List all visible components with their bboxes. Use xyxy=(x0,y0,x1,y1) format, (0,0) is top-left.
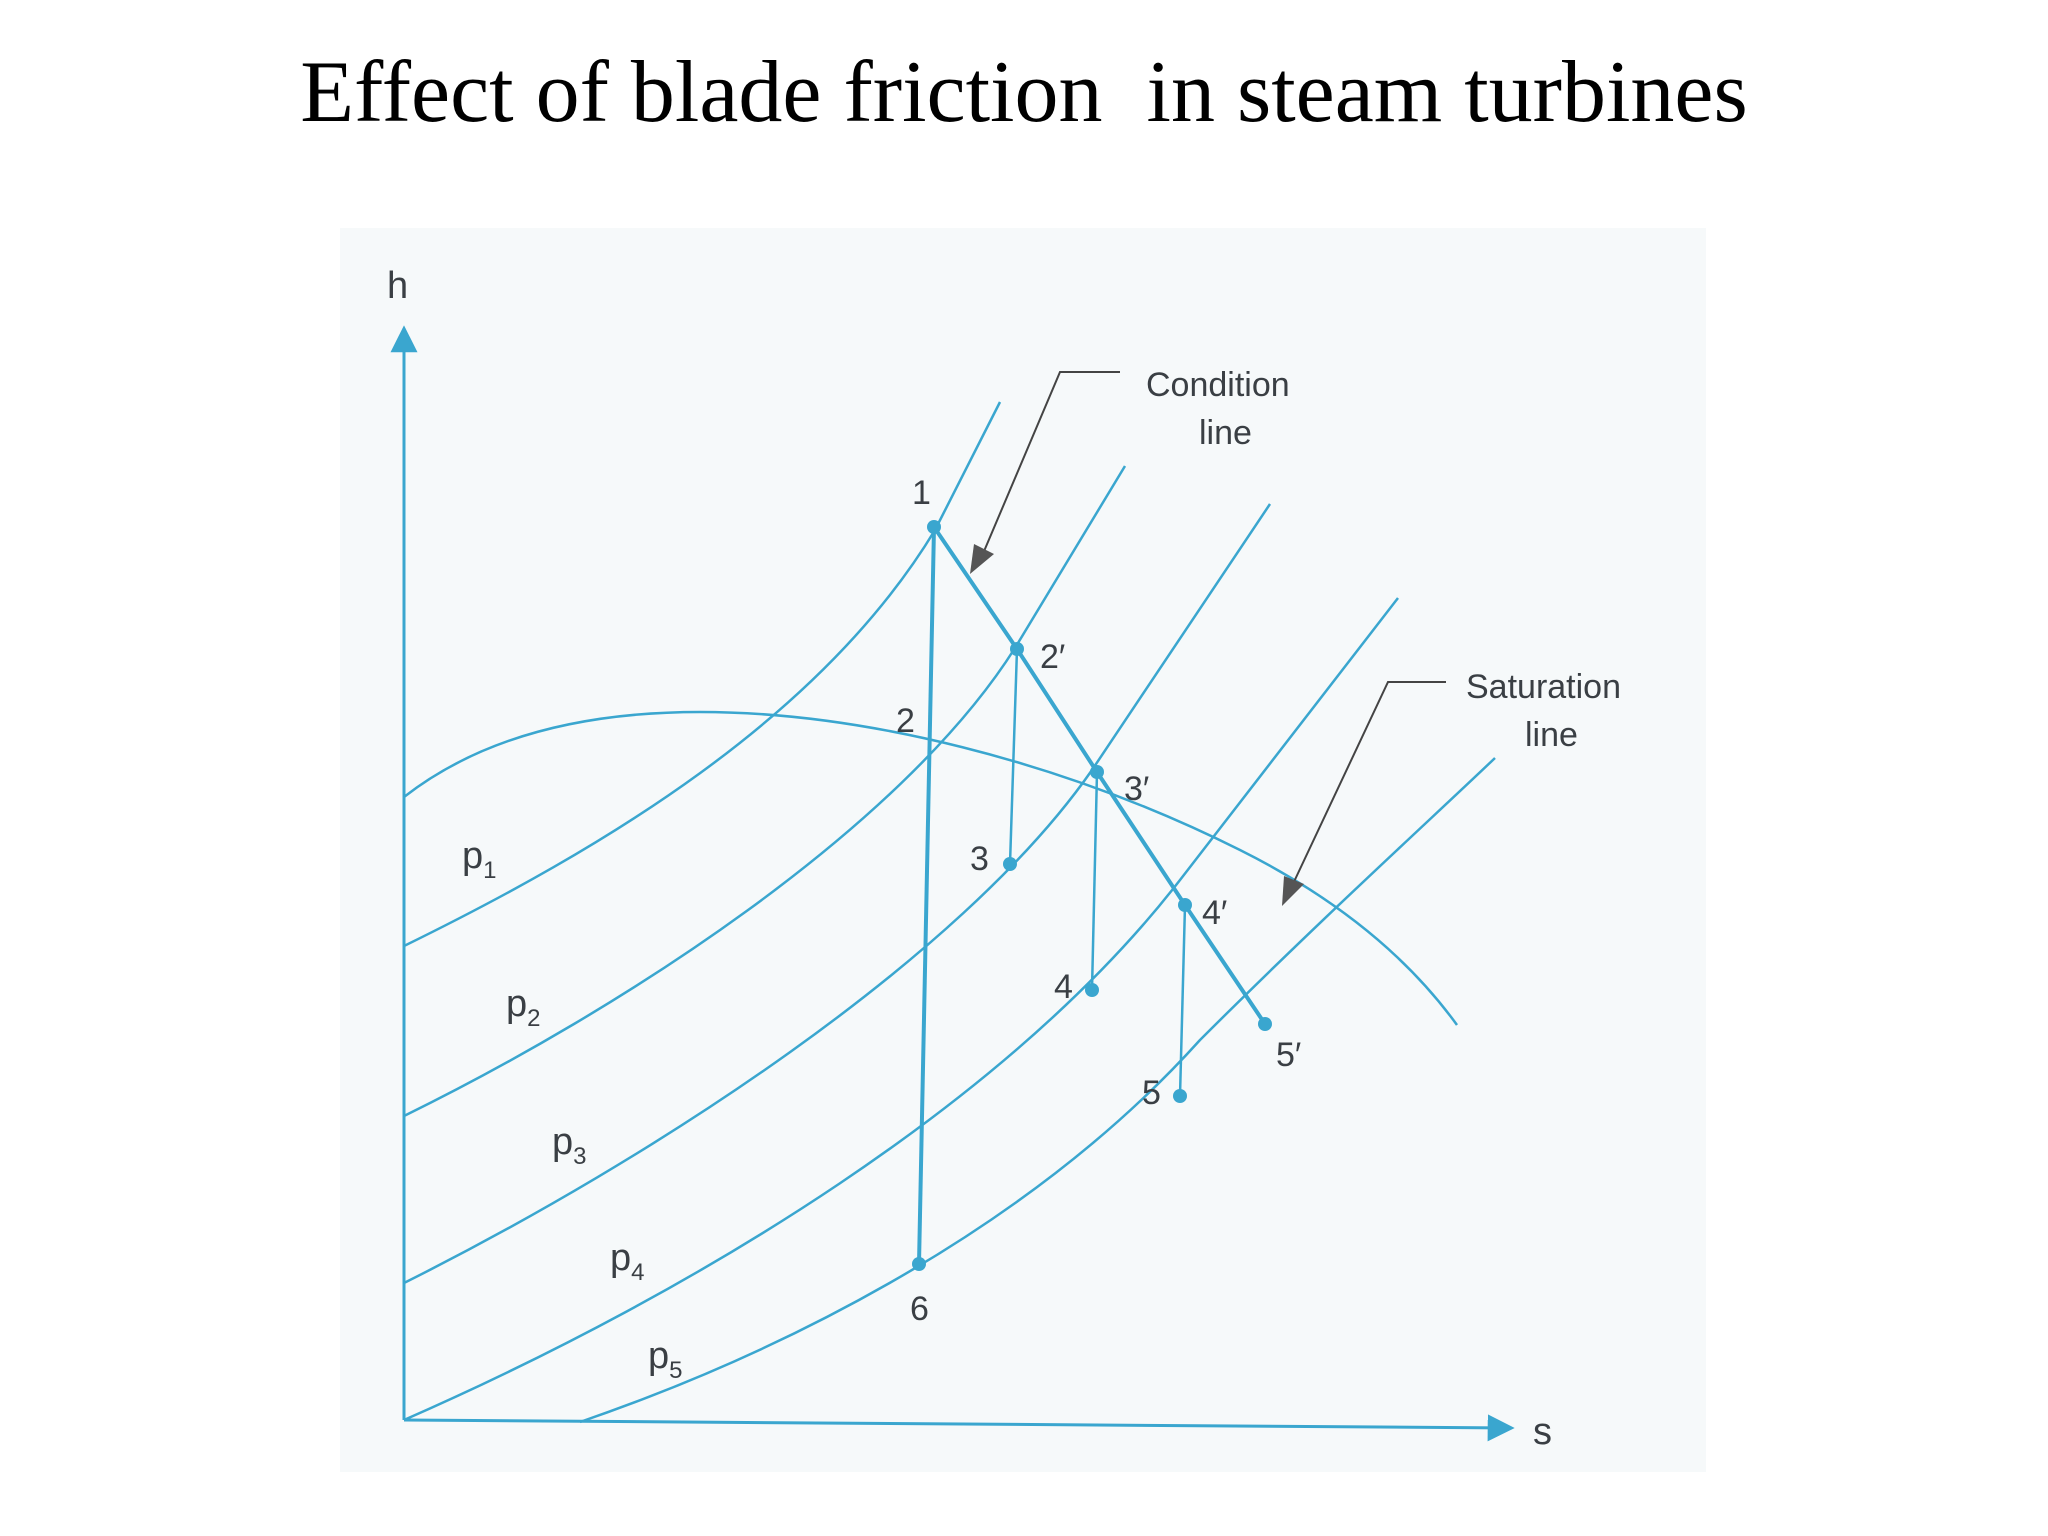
s-axis-label: s xyxy=(1533,1411,1552,1453)
label-3: 3 xyxy=(970,840,989,878)
slide-title: Effect of blade friction in steam turbin… xyxy=(300,44,1748,141)
saturation-line-label-1: Saturation xyxy=(1466,668,1621,706)
state-point-2p xyxy=(1010,642,1024,656)
pressure-line-p4 xyxy=(403,597,1399,1422)
saturation-line-arrowhead xyxy=(1282,876,1304,906)
label-2: 2 xyxy=(896,702,915,740)
isentropic-2p-3 xyxy=(1008,648,1019,865)
pressure-label-p4: p4 xyxy=(610,1237,645,1286)
label-1: 1 xyxy=(912,474,931,512)
label-4: 4 xyxy=(1054,968,1073,1006)
saturation-line-leader xyxy=(1291,681,1446,887)
s-axis xyxy=(403,1414,1515,1442)
pressure-label-p1: p1 xyxy=(462,835,497,884)
saturation-line-label-2: line xyxy=(1525,716,1578,754)
h-axis-label: h xyxy=(387,265,408,307)
isentropic-3p-4 xyxy=(1090,771,1099,991)
pressure-line-p3 xyxy=(403,503,1272,1285)
pressure-label-p2: p2 xyxy=(506,983,541,1032)
pressure-label-p5: p5 xyxy=(648,1335,683,1384)
figure-panel xyxy=(340,228,1706,1472)
label-4p: 4′ xyxy=(1202,894,1227,932)
pressure-label-p3: p3 xyxy=(552,1121,587,1170)
isentropic-1-6 xyxy=(917,526,936,1265)
condition-line-leader xyxy=(981,371,1120,557)
pressure-line-p2 xyxy=(403,465,1127,1118)
state-point-4 xyxy=(1085,983,1099,997)
label-6: 6 xyxy=(910,1290,929,1328)
state-point-3 xyxy=(1003,857,1017,871)
label-5p: 5′ xyxy=(1276,1036,1301,1074)
state-point-3p xyxy=(1090,765,1104,779)
condition-line-arrowhead xyxy=(970,544,994,574)
label-2p: 2′ xyxy=(1040,638,1065,676)
state-point-5 xyxy=(1173,1089,1187,1103)
state-point-1 xyxy=(927,520,941,534)
state-point-5p xyxy=(1258,1017,1272,1031)
pressure-line-p5 xyxy=(579,757,1496,1424)
label-5: 5 xyxy=(1142,1074,1161,1112)
isentropic-4p-5 xyxy=(1178,904,1187,1097)
condition-line-label-1: Condition xyxy=(1146,366,1290,404)
state-point-4p xyxy=(1178,898,1192,912)
saturation-line xyxy=(403,710,1459,1026)
condition-line-label-2: line xyxy=(1199,414,1252,452)
label-3p: 3′ xyxy=(1124,770,1149,808)
state-point-6 xyxy=(912,1257,926,1271)
pressure-line-p1 xyxy=(403,401,1002,948)
